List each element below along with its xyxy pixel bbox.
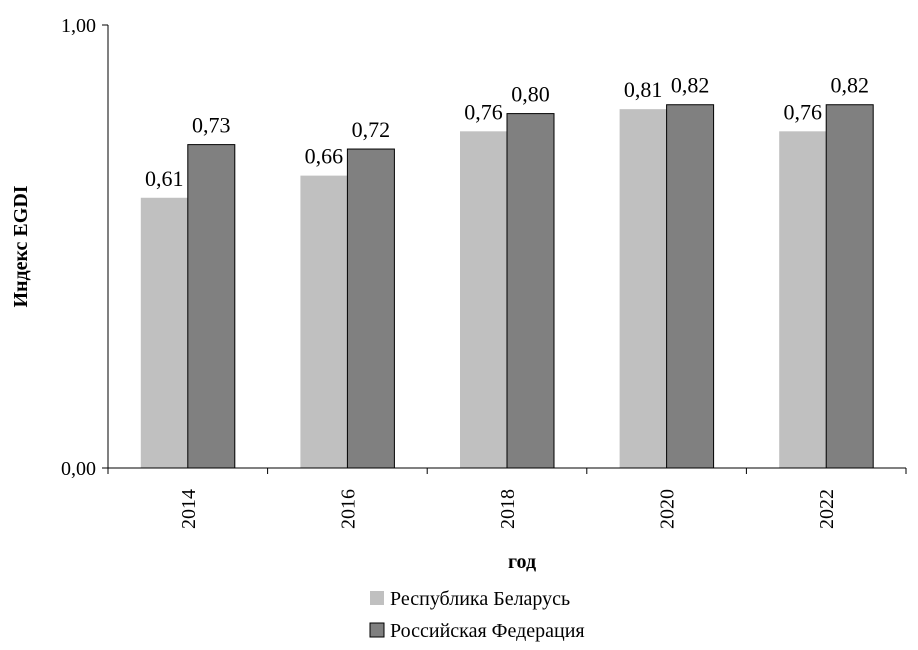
data-label-russia-2016: 0,72 [352,117,391,142]
data-label-belarus-2016: 0,66 [305,144,344,169]
data-label-belarus-2022: 0,76 [783,99,822,124]
data-label-belarus-2014: 0,61 [145,166,184,191]
x-tick-label-2014: 2014 [178,489,200,529]
bar-russia-2016 [346,148,395,469]
x-axis-ticks: 2014 2016 2018 2020 2022 [107,468,907,529]
bar-belarus-2018 [460,131,507,468]
bar-belarus-2022 [779,131,827,468]
x-tick-label-2016: 2016 [337,489,359,529]
data-label-russia-2014: 0,73 [192,113,231,138]
bar-belarus-2016 [300,175,348,468]
bar-belarus-2014 [140,197,188,468]
legend-swatch-russia [369,622,385,638]
data-label-russia-2018: 0,80 [511,82,550,107]
data-label-belarus-2020: 0,81 [624,77,663,102]
legend-swatch-belarus [370,591,384,605]
x-tick-label-2020: 2020 [657,489,679,529]
y-axis-title: Индекс EGDI [10,185,32,307]
data-label-belarus-2018: 0,76 [464,99,503,124]
bar-russia-2020 [666,104,715,469]
legend-label-belarus: Республика Беларусь [390,588,570,610]
y-tick-label: 1,00 [61,15,96,37]
bars [140,104,874,469]
data-label-russia-2020: 0,82 [671,73,710,98]
bar-russia-2014 [187,144,236,469]
data-labels: 0,61 0,73 0,66 0,72 0,76 0,80 0,81 0,82 0,76 0,82 [145,73,869,191]
x-tick-label-2022: 2022 [816,489,838,529]
legend: Республика Беларусь Российская Федерация [369,588,585,642]
y-tick-label: 0,00 [61,458,96,480]
bar-russia-2018 [506,113,555,469]
data-label-russia-2022: 0,82 [830,73,869,98]
x-axis-title: год [508,551,536,573]
bar-belarus-2020 [619,109,667,469]
bar-russia-2022 [825,104,874,469]
x-tick-label-2018: 2018 [497,489,519,529]
legend-label-russia: Российская Федерация [390,620,585,642]
y-axis-ticks: 0,00 1,00 [61,15,108,480]
